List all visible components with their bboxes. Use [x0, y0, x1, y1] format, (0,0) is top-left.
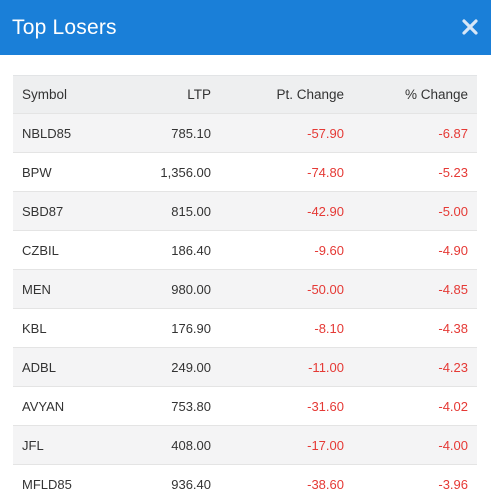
pt-change-cell: -38.60	[307, 476, 344, 492]
pct-change-cell: -4.23	[438, 359, 468, 375]
ltp-cell: 176.90	[171, 320, 211, 336]
pct-change-cell: -5.00	[438, 203, 468, 219]
ltp-cell: 249.00	[171, 359, 211, 375]
close-button[interactable]	[459, 16, 481, 38]
pt-change-cell: -31.60	[307, 398, 344, 414]
header-pct-change: % Change	[353, 75, 477, 114]
pt-change-cell: -74.80	[307, 164, 344, 180]
table-header-row: Symbol LTP Pt. Change % Change	[13, 75, 477, 114]
symbol-cell: MEN	[22, 281, 51, 297]
symbol-cell: SBD87	[22, 203, 64, 219]
ltp-cell: 936.40	[171, 476, 211, 492]
symbol-cell: AVYAN	[22, 398, 65, 414]
ltp-cell: 815.00	[171, 203, 211, 219]
header-pt-change: Pt. Change	[220, 75, 353, 114]
symbol-cell: MFLD85	[22, 476, 72, 492]
table-row: SBD87 815.00 -42.90 -5.00	[13, 191, 477, 231]
modal-body: Symbol LTP Pt. Change % Change NBLD85 785…	[0, 55, 491, 499]
ltp-cell: 408.00	[171, 437, 211, 453]
pct-change-cell: -4.38	[438, 320, 468, 336]
ltp-cell: 785.10	[171, 125, 211, 141]
pct-change-cell: -6.87	[438, 125, 468, 141]
modal-header: Top Losers	[0, 0, 491, 55]
symbol-cell: ADBL	[22, 359, 56, 375]
pct-change-cell: -5.23	[438, 164, 468, 180]
table-body: NBLD85 785.10 -57.90 -6.87 BPW 1,356.00 -74.80…	[13, 113, 477, 499]
pt-change-cell: -11.00	[308, 359, 344, 375]
modal-title: Top Losers	[12, 15, 117, 39]
header-ltp: LTP	[123, 75, 220, 114]
table-row: JFL 408.00 -17.00 -4.00	[13, 425, 477, 465]
pct-change-cell: -4.85	[438, 281, 468, 297]
ltp-cell: 186.40	[171, 242, 211, 258]
pct-change-cell: -4.90	[438, 242, 468, 258]
pct-change-cell: -3.96	[438, 476, 468, 492]
symbol-cell: BPW	[22, 164, 52, 180]
table-row: AVYAN 753.80 -31.60 -4.02	[13, 386, 477, 426]
ltp-cell: 980.00	[171, 281, 211, 297]
ltp-cell: 1,356.00	[160, 164, 211, 180]
pt-change-cell: -42.90	[307, 203, 344, 219]
header-symbol: Symbol	[13, 75, 123, 114]
table-row: NBLD85 785.10 -57.90 -6.87	[13, 113, 477, 153]
table-row: KBL 176.90 -8.10 -4.38	[13, 308, 477, 348]
table-row: ADBL 249.00 -11.00 -4.23	[13, 347, 477, 387]
pct-change-cell: -4.00	[438, 437, 468, 453]
pt-change-cell: -57.90	[307, 125, 344, 141]
table-row: BPW 1,356.00 -74.80 -5.23	[13, 152, 477, 192]
symbol-cell: JFL	[22, 437, 44, 453]
symbol-cell: KBL	[22, 320, 47, 336]
pt-change-cell: -8.10	[314, 320, 344, 336]
pt-change-cell: -17.00	[307, 437, 344, 453]
symbol-cell: NBLD85	[22, 125, 72, 141]
symbol-cell: CZBIL	[22, 242, 59, 258]
losers-table: Symbol LTP Pt. Change % Change NBLD85 785…	[13, 75, 477, 499]
table-row: MFLD85 936.40 -38.60 -3.96	[13, 464, 477, 499]
table-row: CZBIL 186.40 -9.60 -4.90	[13, 230, 477, 270]
table-row: MEN 980.00 -50.00 -4.85	[13, 269, 477, 309]
pt-change-cell: -50.00	[307, 281, 344, 297]
ltp-cell: 753.80	[171, 398, 211, 414]
close-icon	[462, 19, 478, 35]
pt-change-cell: -9.60	[314, 242, 344, 258]
pct-change-cell: -4.02	[438, 398, 468, 414]
